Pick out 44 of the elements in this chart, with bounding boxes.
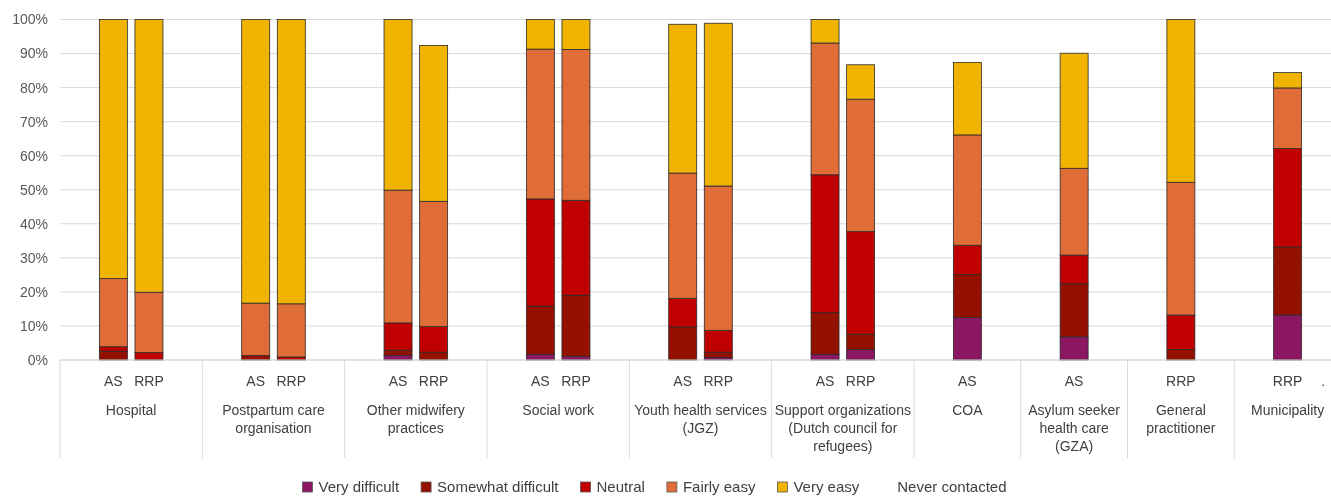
x-tick-label: AS — [815, 373, 835, 389]
text: Hospital — [105, 402, 157, 418]
x-tick-label: AS — [1064, 373, 1084, 389]
y-tick-label: 10% — [19, 317, 48, 334]
y-tick-label: 50% — [19, 181, 48, 198]
x-tick-label: AS — [958, 373, 977, 389]
x-tick-label: RRP — [703, 373, 734, 389]
y-tick-label: 80% — [19, 79, 48, 96]
text: Social work — [522, 402, 595, 418]
x-tick-label: AS — [388, 373, 408, 389]
y-tick-label: 30% — [19, 249, 48, 266]
x-tick-label: RRP — [845, 373, 876, 389]
x-tick-label: RRP — [1272, 373, 1303, 389]
text: COA — [952, 402, 984, 418]
text: Support organizations (Dutch council for refugees) — [774, 402, 911, 454]
text: Asylum seeker health care (GZA) — [1028, 402, 1121, 454]
text: Other midwifery practices — [366, 402, 465, 436]
text: Postpartum care organisation — [222, 402, 326, 436]
y-tick-label: 100% — [12, 11, 48, 28]
x-tick-label: AS — [531, 373, 550, 389]
legend-label: Somewhat difficult — [437, 478, 560, 495]
text: Youth health services (JGZ) — [634, 402, 767, 436]
x-tick-label: RRP — [276, 373, 307, 389]
text: Municipality — [1251, 402, 1325, 418]
text: General practitioner — [1146, 402, 1216, 436]
x-tick-label: AS — [673, 373, 693, 389]
y-tick-label: 20% — [19, 283, 48, 300]
text: Never contacted — [897, 478, 1007, 495]
x-tick-label: AS — [246, 373, 266, 389]
y-tick-label: 60% — [19, 147, 48, 164]
y-tick-label: 40% — [19, 215, 48, 232]
y-tick-label: 90% — [19, 45, 48, 62]
y-tick-label: 70% — [19, 113, 48, 130]
x-tick-label: AS — [104, 373, 123, 389]
x-tick-label: RRP — [134, 373, 164, 389]
x-tick-label: . — [1321, 373, 1326, 389]
legend-label: Very difficult — [318, 478, 400, 495]
x-tick-label: RRP — [418, 373, 449, 389]
x-tick-label: RRP — [1166, 373, 1196, 389]
legend-label: Fairly easy — [682, 478, 756, 495]
legend-label: Neutral — [596, 478, 645, 495]
x-tick-label: RRP — [561, 373, 591, 389]
legend-label: Very easy — [793, 478, 860, 495]
y-tick-label: 0% — [27, 351, 48, 368]
